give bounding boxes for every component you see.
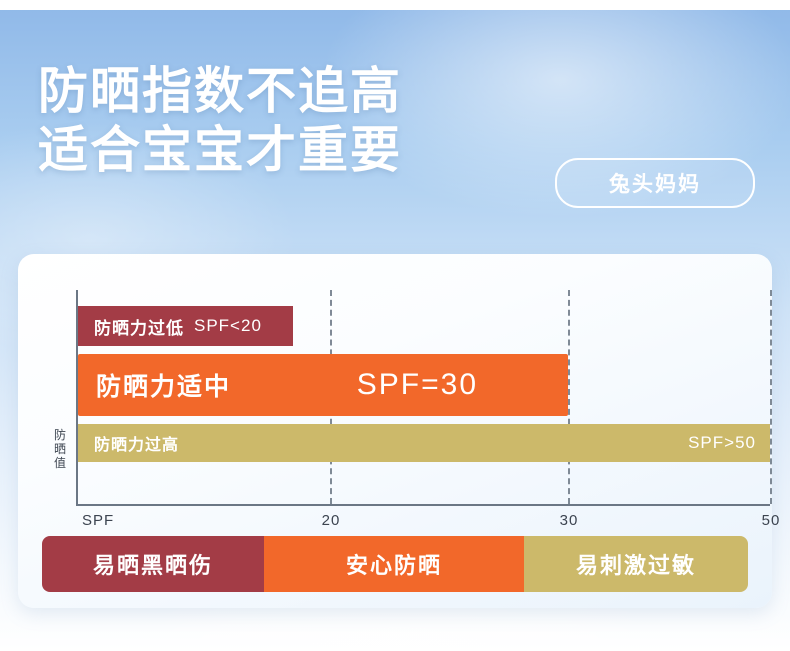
x-tick-20: 20 xyxy=(321,512,341,529)
brand-badge-label: 兔头妈妈 xyxy=(609,173,701,196)
bar-mid: 防晒力适中 SPF=30 xyxy=(78,354,568,416)
bar-high: 防晒力过高 SPF>50 xyxy=(78,424,770,462)
headline-line-2: 适合宝宝才重要 xyxy=(38,122,402,178)
chart-card: 防晒值 SPF 20 30 50 防晒力过低 SPF<20 防晒力适中 SPF=… xyxy=(18,254,779,608)
legend-item-high: 易刺激过敏 xyxy=(524,536,748,592)
bar-low-value: SPF<20 xyxy=(194,316,262,335)
page-title: 防晒指数不追高 适合宝宝才重要 xyxy=(38,62,402,180)
bar-low-label: 防晒力过低 xyxy=(94,318,184,338)
brand-badge: 兔头妈妈 xyxy=(555,158,755,208)
x-tick-30: 30 xyxy=(559,512,579,529)
x-axis-line xyxy=(76,504,770,506)
headline-line-1: 防晒指数不追高 xyxy=(38,63,402,119)
y-axis-line xyxy=(76,290,78,504)
bar-high-label: 防晒力过高 xyxy=(94,437,180,454)
top-white-bar xyxy=(0,0,790,10)
bar-high-value: SPF>50 xyxy=(688,433,756,452)
x-tick-50: 50 xyxy=(761,512,781,529)
legend-row: 易晒黑晒伤 安心防晒 易刺激过敏 xyxy=(42,536,748,592)
bar-mid-value: SPF=30 xyxy=(356,368,478,401)
bar-mid-label: 防晒力适中 xyxy=(96,373,232,401)
legend-item-mid: 安心防晒 xyxy=(264,536,524,592)
gridline-50 xyxy=(770,290,772,504)
spf-bar-chart: 防晒值 SPF 20 30 50 防晒力过低 SPF<20 防晒力适中 SPF=… xyxy=(54,276,779,529)
y-axis-label: 防晒值 xyxy=(54,428,67,470)
gridline-30 xyxy=(568,290,570,504)
x-tick-spf: SPF xyxy=(82,512,115,529)
legend-item-low: 易晒黑晒伤 xyxy=(42,536,264,592)
bar-low: 防晒力过低 SPF<20 xyxy=(78,306,293,346)
